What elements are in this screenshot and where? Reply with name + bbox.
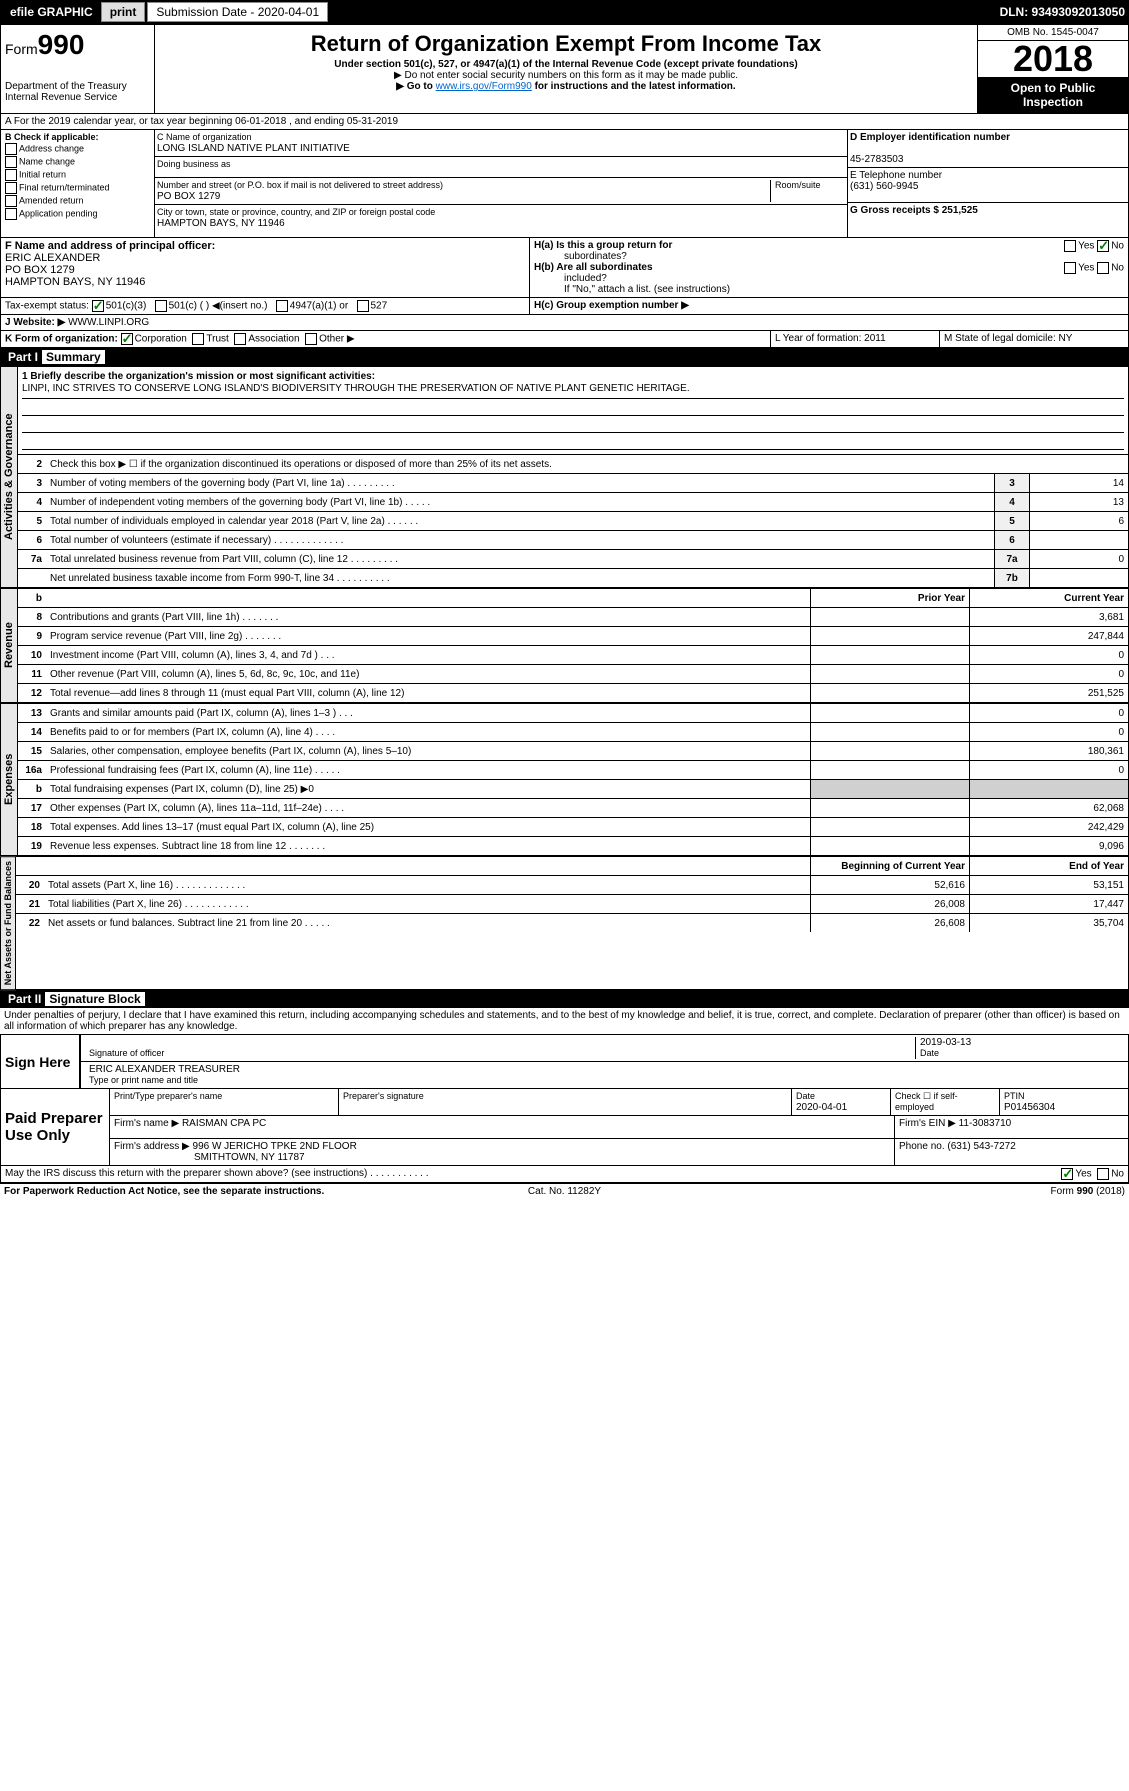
summary-line: 11Other revenue (Part VIII, column (A), … [18, 665, 1128, 684]
summary-line: 9Program service revenue (Part VIII, lin… [18, 627, 1128, 646]
block-h: H(a) Is this a group return for Yes No s… [530, 238, 1128, 297]
website: WWW.LINPI.ORG [68, 317, 149, 328]
summary-line: 4Number of independent voting members of… [18, 493, 1128, 512]
summary-line: 20Total assets (Part X, line 16) . . . .… [16, 876, 1128, 895]
form-subtitle: Under section 501(c), 527, or 4947(a)(1)… [159, 59, 973, 70]
irs-label: Internal Revenue Service [5, 92, 150, 103]
gov-label: Activities & Governance [0, 366, 18, 588]
summary-line: 10Investment income (Part VIII, column (… [18, 646, 1128, 665]
block-l: L Year of formation: 2011 [771, 331, 940, 347]
form-title: Return of Organization Exempt From Incom… [159, 31, 973, 57]
block-d: D Employer identification number45-27835… [848, 130, 1128, 237]
print-button[interactable]: print [101, 2, 146, 22]
block-hc: H(c) Group exemption number ▶ [530, 298, 1128, 314]
summary-line: 21Total liabilities (Part X, line 26) . … [16, 895, 1128, 914]
tax-year: 2018 [978, 41, 1128, 77]
submission-date: Submission Date - 2020-04-01 [147, 2, 328, 22]
ein: 45-2783503 [850, 154, 903, 165]
sign-block: Sign Here Signature of officer2019-03-13… [0, 1034, 1129, 1089]
summary-line: bTotal fundraising expenses (Part IX, co… [18, 780, 1128, 799]
perjury-text: Under penalties of perjury, I declare th… [0, 1008, 1129, 1034]
form-number: Form990 [5, 29, 150, 61]
phone: (631) 560-9945 [850, 181, 918, 192]
dept-label: Department of the Treasury [5, 81, 150, 92]
mission-text: LINPI, INC STRIVES TO CONSERVE LONG ISLA… [22, 382, 1124, 399]
summary-line: 19Revenue less expenses. Subtract line 1… [18, 837, 1128, 855]
summary-line: 18Total expenses. Add lines 13–17 (must … [18, 818, 1128, 837]
page-footer: For Paperwork Reduction Act Notice, see … [0, 1183, 1129, 1199]
note-goto: ▶ Go to www.irs.gov/Form990 for instruct… [159, 81, 973, 92]
section-a: A For the 2019 calendar year, or tax yea… [0, 114, 1129, 130]
paid-preparer: Paid Preparer Use Only Print/Type prepar… [0, 1089, 1129, 1166]
block-i: Tax-exempt status: 501(c)(3) 501(c) ( ) … [1, 298, 530, 314]
org-city: HAMPTON BAYS, NY 11946 [157, 218, 285, 229]
irs-link[interactable]: www.irs.gov/Form990 [436, 81, 532, 92]
summary-line: 8Contributions and grants (Part VIII, li… [18, 608, 1128, 627]
summary-line: 7aTotal unrelated business revenue from … [18, 550, 1128, 569]
summary-line: 15Salaries, other compensation, employee… [18, 742, 1128, 761]
mission-block: 1 Briefly describe the organization's mi… [18, 367, 1128, 455]
summary-line: 22Net assets or fund balances. Subtract … [16, 914, 1128, 932]
block-j: J Website: ▶ WWW.LINPI.ORG [1, 315, 1128, 330]
part1-header: Part ISummary [0, 348, 1129, 366]
rev-label: Revenue [0, 588, 18, 703]
summary-line: 13Grants and similar amounts paid (Part … [18, 704, 1128, 723]
summary-line: 12Total revenue—add lines 8 through 11 (… [18, 684, 1128, 702]
summary-line: 17Other expenses (Part IX, column (A), l… [18, 799, 1128, 818]
efile-label: efile GRAPHIC [4, 5, 99, 19]
form-header: Form990 Department of the Treasury Inter… [0, 24, 1129, 114]
block-f: F Name and address of principal officer:… [1, 238, 530, 297]
block-k: K Form of organization: Corporation Trus… [1, 331, 771, 347]
block-b: B Check if applicable: Address change Na… [1, 130, 155, 237]
summary-line: 6Total number of volunteers (estimate if… [18, 531, 1128, 550]
top-bar: efile GRAPHIC print Submission Date - 20… [0, 0, 1129, 24]
dln-label: DLN: 93493092013050 [1000, 5, 1125, 19]
officer-name: ERIC ALEXANDER TREASURER [89, 1064, 240, 1075]
net-label: Net Assets or Fund Balances [0, 856, 16, 990]
note-ssn: ▶ Do not enter social security numbers o… [159, 70, 973, 81]
block-m: M State of legal domicile: NY [940, 331, 1128, 347]
gross-receipts: G Gross receipts $ 251,525 [850, 205, 978, 216]
summary-line: 16aProfessional fundraising fees (Part I… [18, 761, 1128, 780]
summary-line: 5Total number of individuals employed in… [18, 512, 1128, 531]
summary-line: Net unrelated business taxable income fr… [18, 569, 1128, 587]
discuss-question: May the IRS discuss this return with the… [1, 1166, 1057, 1182]
org-name: LONG ISLAND NATIVE PLANT INITIATIVE [157, 143, 350, 154]
open-public: Open to PublicInspection [978, 77, 1128, 113]
exp-label: Expenses [0, 703, 18, 856]
summary-line: 14Benefits paid to or for members (Part … [18, 723, 1128, 742]
block-c: C Name of organizationLONG ISLAND NATIVE… [155, 130, 848, 237]
summary-line: 3Number of voting members of the governi… [18, 474, 1128, 493]
org-address: PO BOX 1279 [157, 191, 220, 202]
part2-header: Part IISignature Block [0, 990, 1129, 1008]
